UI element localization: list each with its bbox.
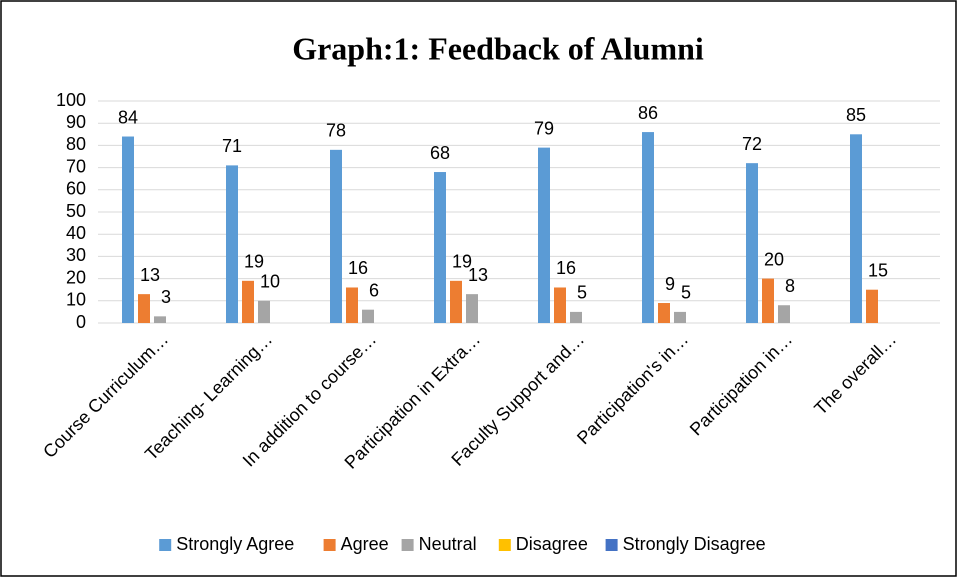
data-label: 3 [161,287,171,307]
bar [434,172,446,323]
legend-label: Strongly Agree [176,534,294,554]
data-label: 16 [556,258,576,278]
data-label: 5 [681,283,691,303]
bar [866,289,878,323]
bar [226,165,238,323]
chart-title: Graph:1: Feedback of Alumni [292,30,704,66]
bar [346,287,358,323]
bar [762,278,774,323]
bar [554,287,566,323]
bar [258,300,270,323]
bar [538,147,550,323]
data-label: 5 [577,283,587,303]
legend-label: Neutral [419,534,477,554]
data-label: 72 [742,134,762,154]
data-label: 85 [846,105,866,125]
legend-swatch [159,539,172,551]
data-label: 19 [244,252,264,272]
legend-swatch [401,539,414,551]
data-label: 13 [140,265,160,285]
y-tick-label: 40 [66,223,86,243]
data-label: 79 [534,118,554,138]
bar [658,303,670,323]
legend-label: Strongly Disagree [623,534,766,554]
bar [122,136,134,323]
legend-swatch [323,539,336,551]
bar [330,149,342,323]
data-label: 13 [468,265,488,285]
data-label: 8 [785,276,795,296]
legend-label: Agree [341,534,389,554]
bar [642,132,654,323]
bar [450,280,462,323]
data-label: 16 [348,258,368,278]
y-tick-label: 100 [56,90,86,110]
y-tick-label: 20 [66,267,86,287]
y-tick-label: 90 [66,112,86,132]
y-tick-label: 30 [66,245,86,265]
data-label: 78 [326,121,346,141]
y-tick-label: 60 [66,179,86,199]
data-label: 9 [665,274,675,294]
bar [570,311,582,323]
data-label: 10 [260,272,280,292]
bar [778,305,790,323]
data-label: 71 [222,136,242,156]
data-label: 68 [430,143,450,163]
data-label: 20 [764,249,784,269]
y-tick-label: 80 [66,134,86,154]
bar [746,163,758,323]
legend-label: Disagree [516,534,588,554]
bar [154,316,166,323]
y-tick-label: 10 [66,290,86,310]
bar [138,294,150,323]
y-tick-label: 0 [76,312,86,332]
data-label: 84 [118,107,138,127]
data-label: 15 [868,260,888,280]
bar [466,294,478,323]
bar [850,134,862,323]
legend-swatch [605,539,618,551]
bar [242,280,254,323]
data-label: 19 [452,252,472,272]
bar [674,311,686,323]
y-tick-label: 70 [66,156,86,176]
bar [362,309,374,323]
data-label: 86 [638,103,658,123]
data-label: 6 [369,280,379,300]
y-tick-label: 50 [66,201,86,221]
legend-swatch [498,539,511,551]
